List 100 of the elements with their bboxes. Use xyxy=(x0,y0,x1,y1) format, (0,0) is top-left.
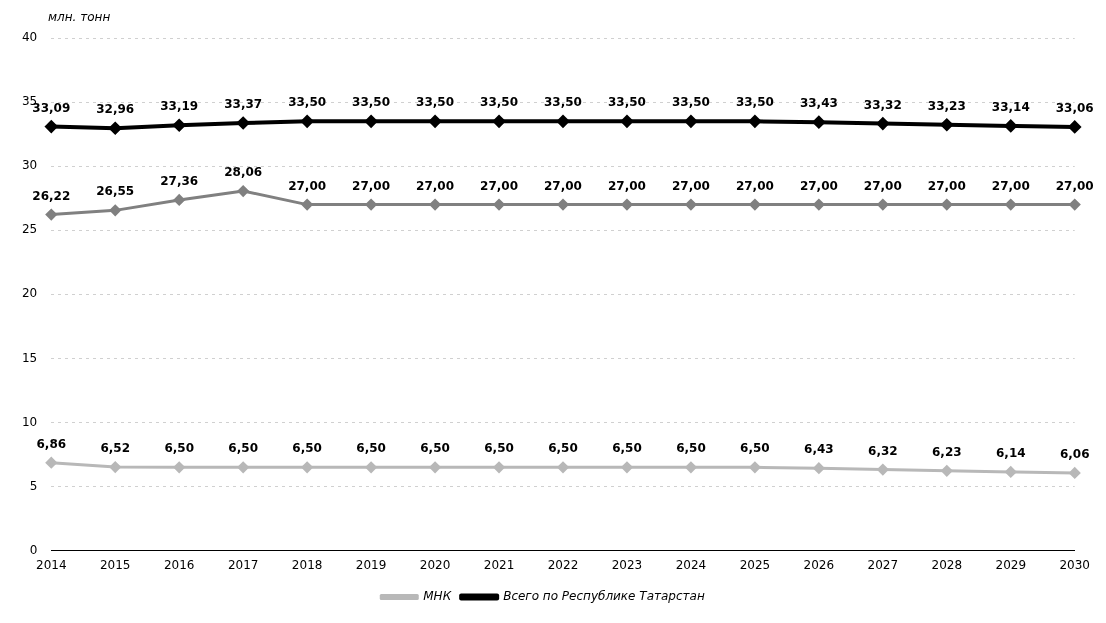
data-label: 27,00 xyxy=(544,178,582,193)
data-label: 33,50 xyxy=(416,95,455,110)
point xyxy=(429,115,442,128)
point xyxy=(813,199,825,211)
point xyxy=(301,115,314,128)
point xyxy=(877,464,889,476)
data-label: 33,43 xyxy=(799,96,838,111)
legend-label: МНК xyxy=(423,589,452,604)
x-tick-label: 2016 xyxy=(163,557,195,572)
point xyxy=(493,115,506,128)
point xyxy=(365,199,377,211)
point xyxy=(749,199,761,211)
data-label: 32,96 xyxy=(96,102,135,117)
point xyxy=(876,117,889,130)
y-tick-label: 15 xyxy=(21,350,38,365)
point xyxy=(173,119,186,132)
point xyxy=(365,461,377,473)
point xyxy=(940,118,953,131)
data-label: 33,50 xyxy=(671,95,710,110)
point xyxy=(748,115,761,128)
data-label: 6,50 xyxy=(612,441,642,456)
data-label: 6,50 xyxy=(292,441,322,456)
point xyxy=(45,457,57,469)
data-label: 6,50 xyxy=(548,441,578,456)
point xyxy=(237,185,249,197)
y-tick-label: 5 xyxy=(29,478,38,493)
data-label: 33,50 xyxy=(480,95,519,110)
point xyxy=(301,199,313,211)
data-label: 27,00 xyxy=(671,178,710,193)
data-label: 27,00 xyxy=(1055,178,1094,193)
point xyxy=(749,461,761,473)
point xyxy=(1069,199,1081,211)
point xyxy=(621,461,633,473)
point xyxy=(1068,120,1081,133)
data-label: 6,50 xyxy=(484,441,514,456)
x-tick-label: 2025 xyxy=(739,557,771,572)
data-label: 33,50 xyxy=(352,95,391,110)
point xyxy=(237,461,249,473)
data-label: 6,86 xyxy=(36,436,67,451)
data-label: 27,00 xyxy=(927,178,966,193)
data-label: 6,50 xyxy=(676,441,706,456)
x-tick-label: 2030 xyxy=(1059,557,1090,572)
point xyxy=(813,462,825,474)
point xyxy=(621,199,633,211)
data-label: 33,32 xyxy=(863,97,902,112)
data-label: 6,43 xyxy=(804,442,834,457)
point xyxy=(877,199,889,211)
legend-label: Всего по Республике Татарстан xyxy=(503,589,705,604)
data-label: 6,50 xyxy=(164,441,195,456)
data-label: 33,23 xyxy=(927,98,966,113)
point xyxy=(557,461,569,473)
x-tick-label: 2028 xyxy=(931,557,963,572)
data-label: 26,22 xyxy=(32,188,71,203)
y-tick-label: 30 xyxy=(21,158,38,173)
data-label: 33,06 xyxy=(1055,101,1094,116)
point xyxy=(557,199,569,211)
point xyxy=(109,122,122,135)
data-label: 6,14 xyxy=(995,446,1026,461)
point xyxy=(429,199,441,211)
point xyxy=(941,199,953,211)
x-tick-label: 2021 xyxy=(483,557,515,572)
point xyxy=(493,461,505,473)
data-label: 33,50 xyxy=(544,95,582,110)
point xyxy=(301,461,313,473)
y-axis-title: млн. тонн xyxy=(48,10,111,24)
data-label: 27,00 xyxy=(735,178,774,193)
data-label: 27,00 xyxy=(416,178,455,193)
data-label: 6,50 xyxy=(740,441,770,456)
y-tick-label: 10 xyxy=(21,414,38,429)
data-label: 33,50 xyxy=(607,95,646,110)
data-label: 6,50 xyxy=(356,441,386,456)
point xyxy=(173,194,185,206)
point xyxy=(1005,466,1017,478)
point xyxy=(620,115,633,128)
data-label: 6,50 xyxy=(228,441,258,456)
data-label: 33,37 xyxy=(224,97,263,112)
x-tick-label: 2017 xyxy=(227,557,259,572)
data-label: 27,00 xyxy=(863,178,902,193)
point xyxy=(941,465,953,477)
point xyxy=(684,115,697,128)
data-label: 28,06 xyxy=(224,165,263,180)
data-label: 27,00 xyxy=(607,178,646,193)
data-label: 27,00 xyxy=(991,178,1030,193)
point xyxy=(1069,467,1081,479)
x-tick-label: 2022 xyxy=(547,557,579,572)
point xyxy=(237,116,250,129)
point xyxy=(685,461,697,473)
data-label: 6,06 xyxy=(1059,447,1090,462)
point xyxy=(45,120,58,133)
data-label: 33,50 xyxy=(735,95,774,110)
point xyxy=(429,461,441,473)
point xyxy=(1004,119,1017,132)
data-label: 27,36 xyxy=(160,174,199,189)
data-label: 27,00 xyxy=(480,178,519,193)
data-label: 33,19 xyxy=(160,99,199,114)
x-tick-label: 2018 xyxy=(291,557,323,572)
x-tick-label: 2026 xyxy=(803,557,835,572)
point xyxy=(365,115,378,128)
data-label: 6,50 xyxy=(420,441,450,456)
x-tick-label: 2019 xyxy=(355,557,387,572)
